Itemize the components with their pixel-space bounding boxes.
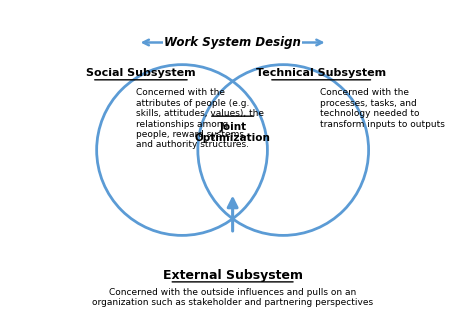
- Text: Work System Design: Work System Design: [164, 36, 301, 49]
- Text: Concerned with the outside influences and pulls on an
organization such as stake: Concerned with the outside influences an…: [92, 287, 373, 307]
- Text: Concerned with the
processes, tasks, and
technology needed to
transform inputs t: Concerned with the processes, tasks, and…: [319, 88, 445, 129]
- Text: Technical Subsystem: Technical Subsystem: [256, 68, 386, 78]
- Text: Concerned with the
attributes of people (e.g.
skills, attitudes, values), the
re: Concerned with the attributes of people …: [136, 88, 264, 149]
- Text: Joint
Optimization: Joint Optimization: [195, 122, 271, 144]
- Text: Social Subsystem: Social Subsystem: [86, 68, 196, 78]
- Text: External Subsystem: External Subsystem: [163, 269, 302, 282]
